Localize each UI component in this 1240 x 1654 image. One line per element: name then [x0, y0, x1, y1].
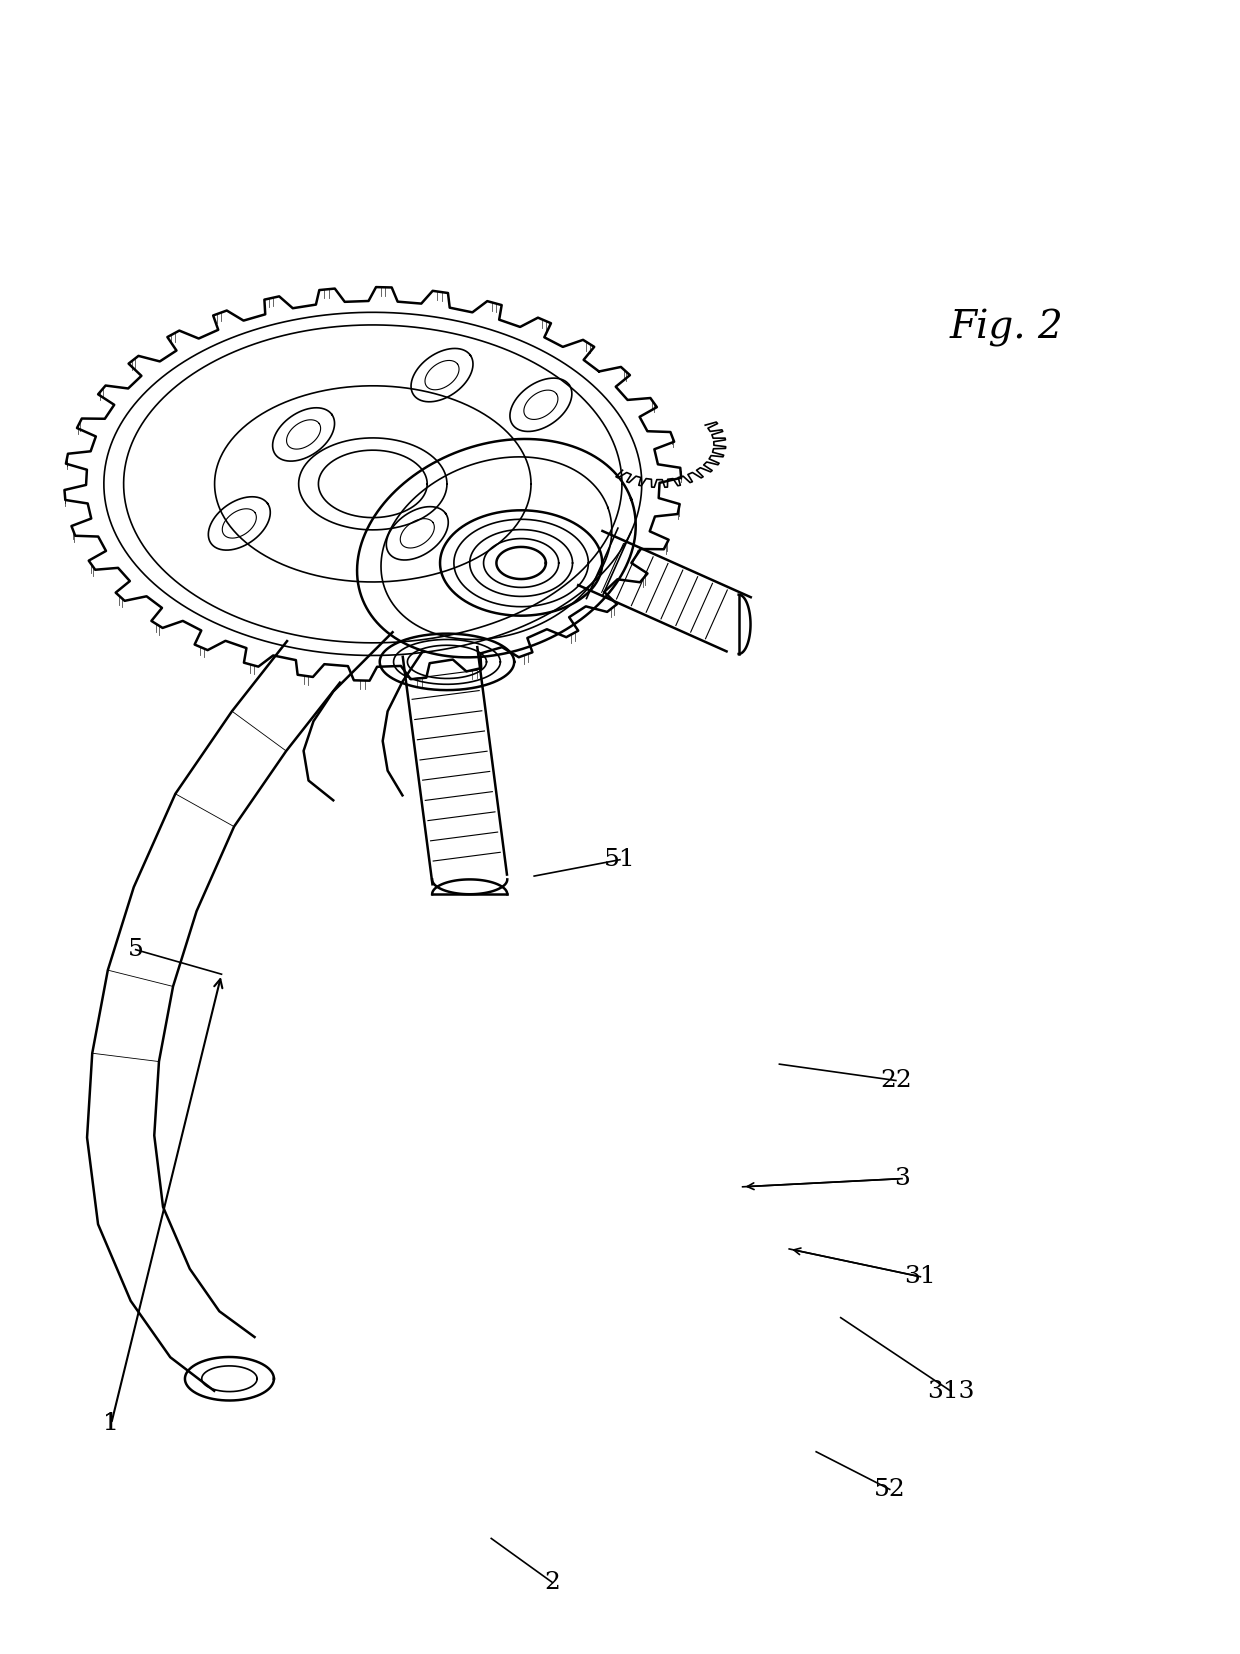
Text: 22: 22	[880, 1068, 911, 1092]
Text: 313: 313	[928, 1379, 975, 1403]
Text: 3: 3	[894, 1168, 910, 1191]
Text: 1: 1	[103, 1413, 119, 1436]
Text: 1: 1	[103, 1413, 119, 1436]
Text: 52: 52	[874, 1479, 905, 1500]
Text: 2: 2	[544, 1571, 560, 1594]
Text: Fig. 2: Fig. 2	[950, 309, 1063, 347]
Text: 5: 5	[128, 938, 144, 961]
Text: 51: 51	[604, 849, 636, 872]
Text: 31: 31	[905, 1265, 936, 1288]
